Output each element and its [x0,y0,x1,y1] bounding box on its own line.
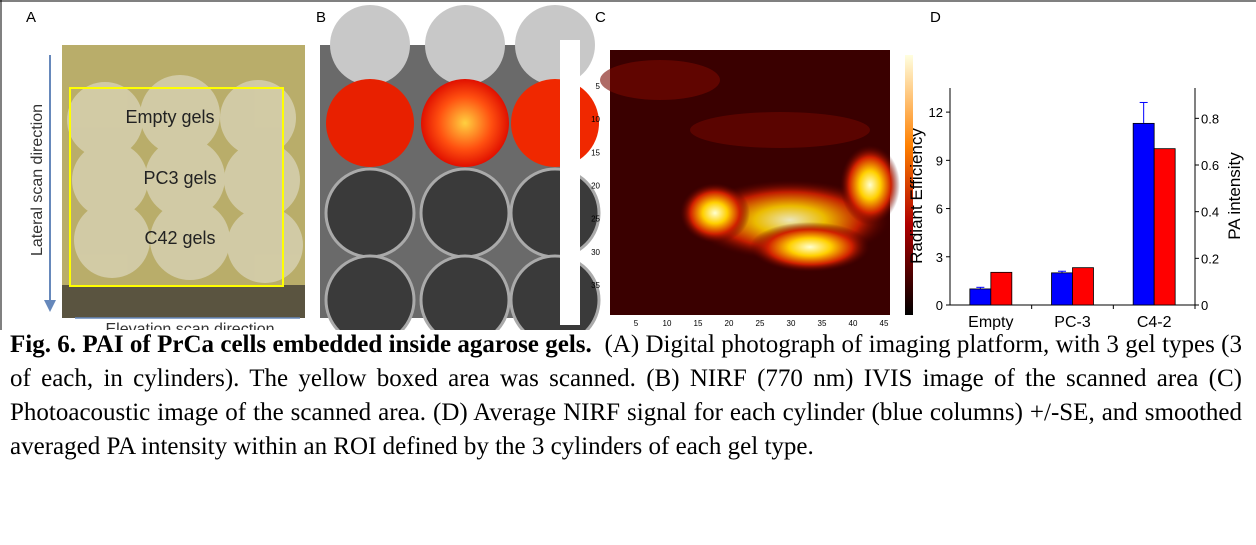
bar [990,271,1013,306]
x-tick-label: 40 [849,319,858,328]
y-tick-label: 6 [936,202,943,217]
y-tick-label: 30 [591,248,600,257]
ruler [62,285,305,318]
y-tick-label: 10 [591,115,600,124]
scan-box [69,87,284,287]
y-axis-label: Radiant Efficiency [907,128,926,264]
x-tick-label: PC-3 [1054,314,1091,330]
panel-label: D [930,9,941,26]
bar [1072,267,1094,306]
caption-text: (A) Digital photograph of imaging platfo… [10,331,1243,460]
x-tick-label: 35 [818,319,827,328]
x-tick-label: C4-2 [1137,314,1172,330]
bar [1051,272,1073,306]
y2-tick-label: 0.6 [1201,158,1219,173]
panel-label: A [26,9,36,26]
wells [324,5,601,330]
y-tick-label: 15 [591,148,600,157]
x-tick-label: 5 [634,319,639,328]
gel-discs [67,75,303,283]
y2-tick-label: 0 [1201,298,1208,313]
figure: A Empty gels PC3 gels C42 gels Lateral s… [0,0,1256,330]
y-tick-label: 25 [591,215,600,224]
bar [1153,148,1176,306]
y2-tick-label: 0.8 [1201,111,1219,126]
gel-row-label: C42 gels [144,228,215,248]
axis-label: Lateral scan direction [29,104,46,256]
bar [1132,122,1155,306]
gel-row-label: PC3 gels [143,168,216,188]
y-tick-label: 20 [591,181,600,190]
caption-label: Fig. 6. PAI of PrCa cells embedded insid… [10,331,592,358]
y-tick-label: 12 [929,105,943,120]
x-tick-label: 20 [725,319,734,328]
x-tick-label: Empty [968,314,1013,330]
y2-axis-label: PA intensity [1225,152,1244,240]
y-tick-label: 3 [936,250,943,265]
x-tick-label: 25 [756,319,765,328]
caption: Fig. 6. PAI of PrCa cells embedded insid… [10,328,1242,464]
x-tick-label: 10 [663,319,672,328]
y-tick-label: 9 [936,153,943,168]
y-tick-label: 5 [596,82,601,91]
panel-label: C [595,9,606,26]
gel-row-label: Empty gels [125,107,214,127]
y2-tick-label: 0.2 [1201,251,1219,266]
y-tick-label: 35 [591,281,600,290]
arrow-head [44,300,56,312]
mask [560,40,580,325]
colorbar [905,55,913,315]
x-tick-label: 15 [694,319,703,328]
y-tick-label: 0 [936,298,943,313]
y2-tick-label: 0.4 [1201,205,1219,220]
x-tick-label: 30 [787,319,796,328]
axis-label: Elevation scan direction [106,321,275,330]
pa-hotspots [600,60,900,272]
panel-label: B [316,9,326,26]
x-tick-label: 45 [880,319,889,328]
bar [969,288,992,306]
